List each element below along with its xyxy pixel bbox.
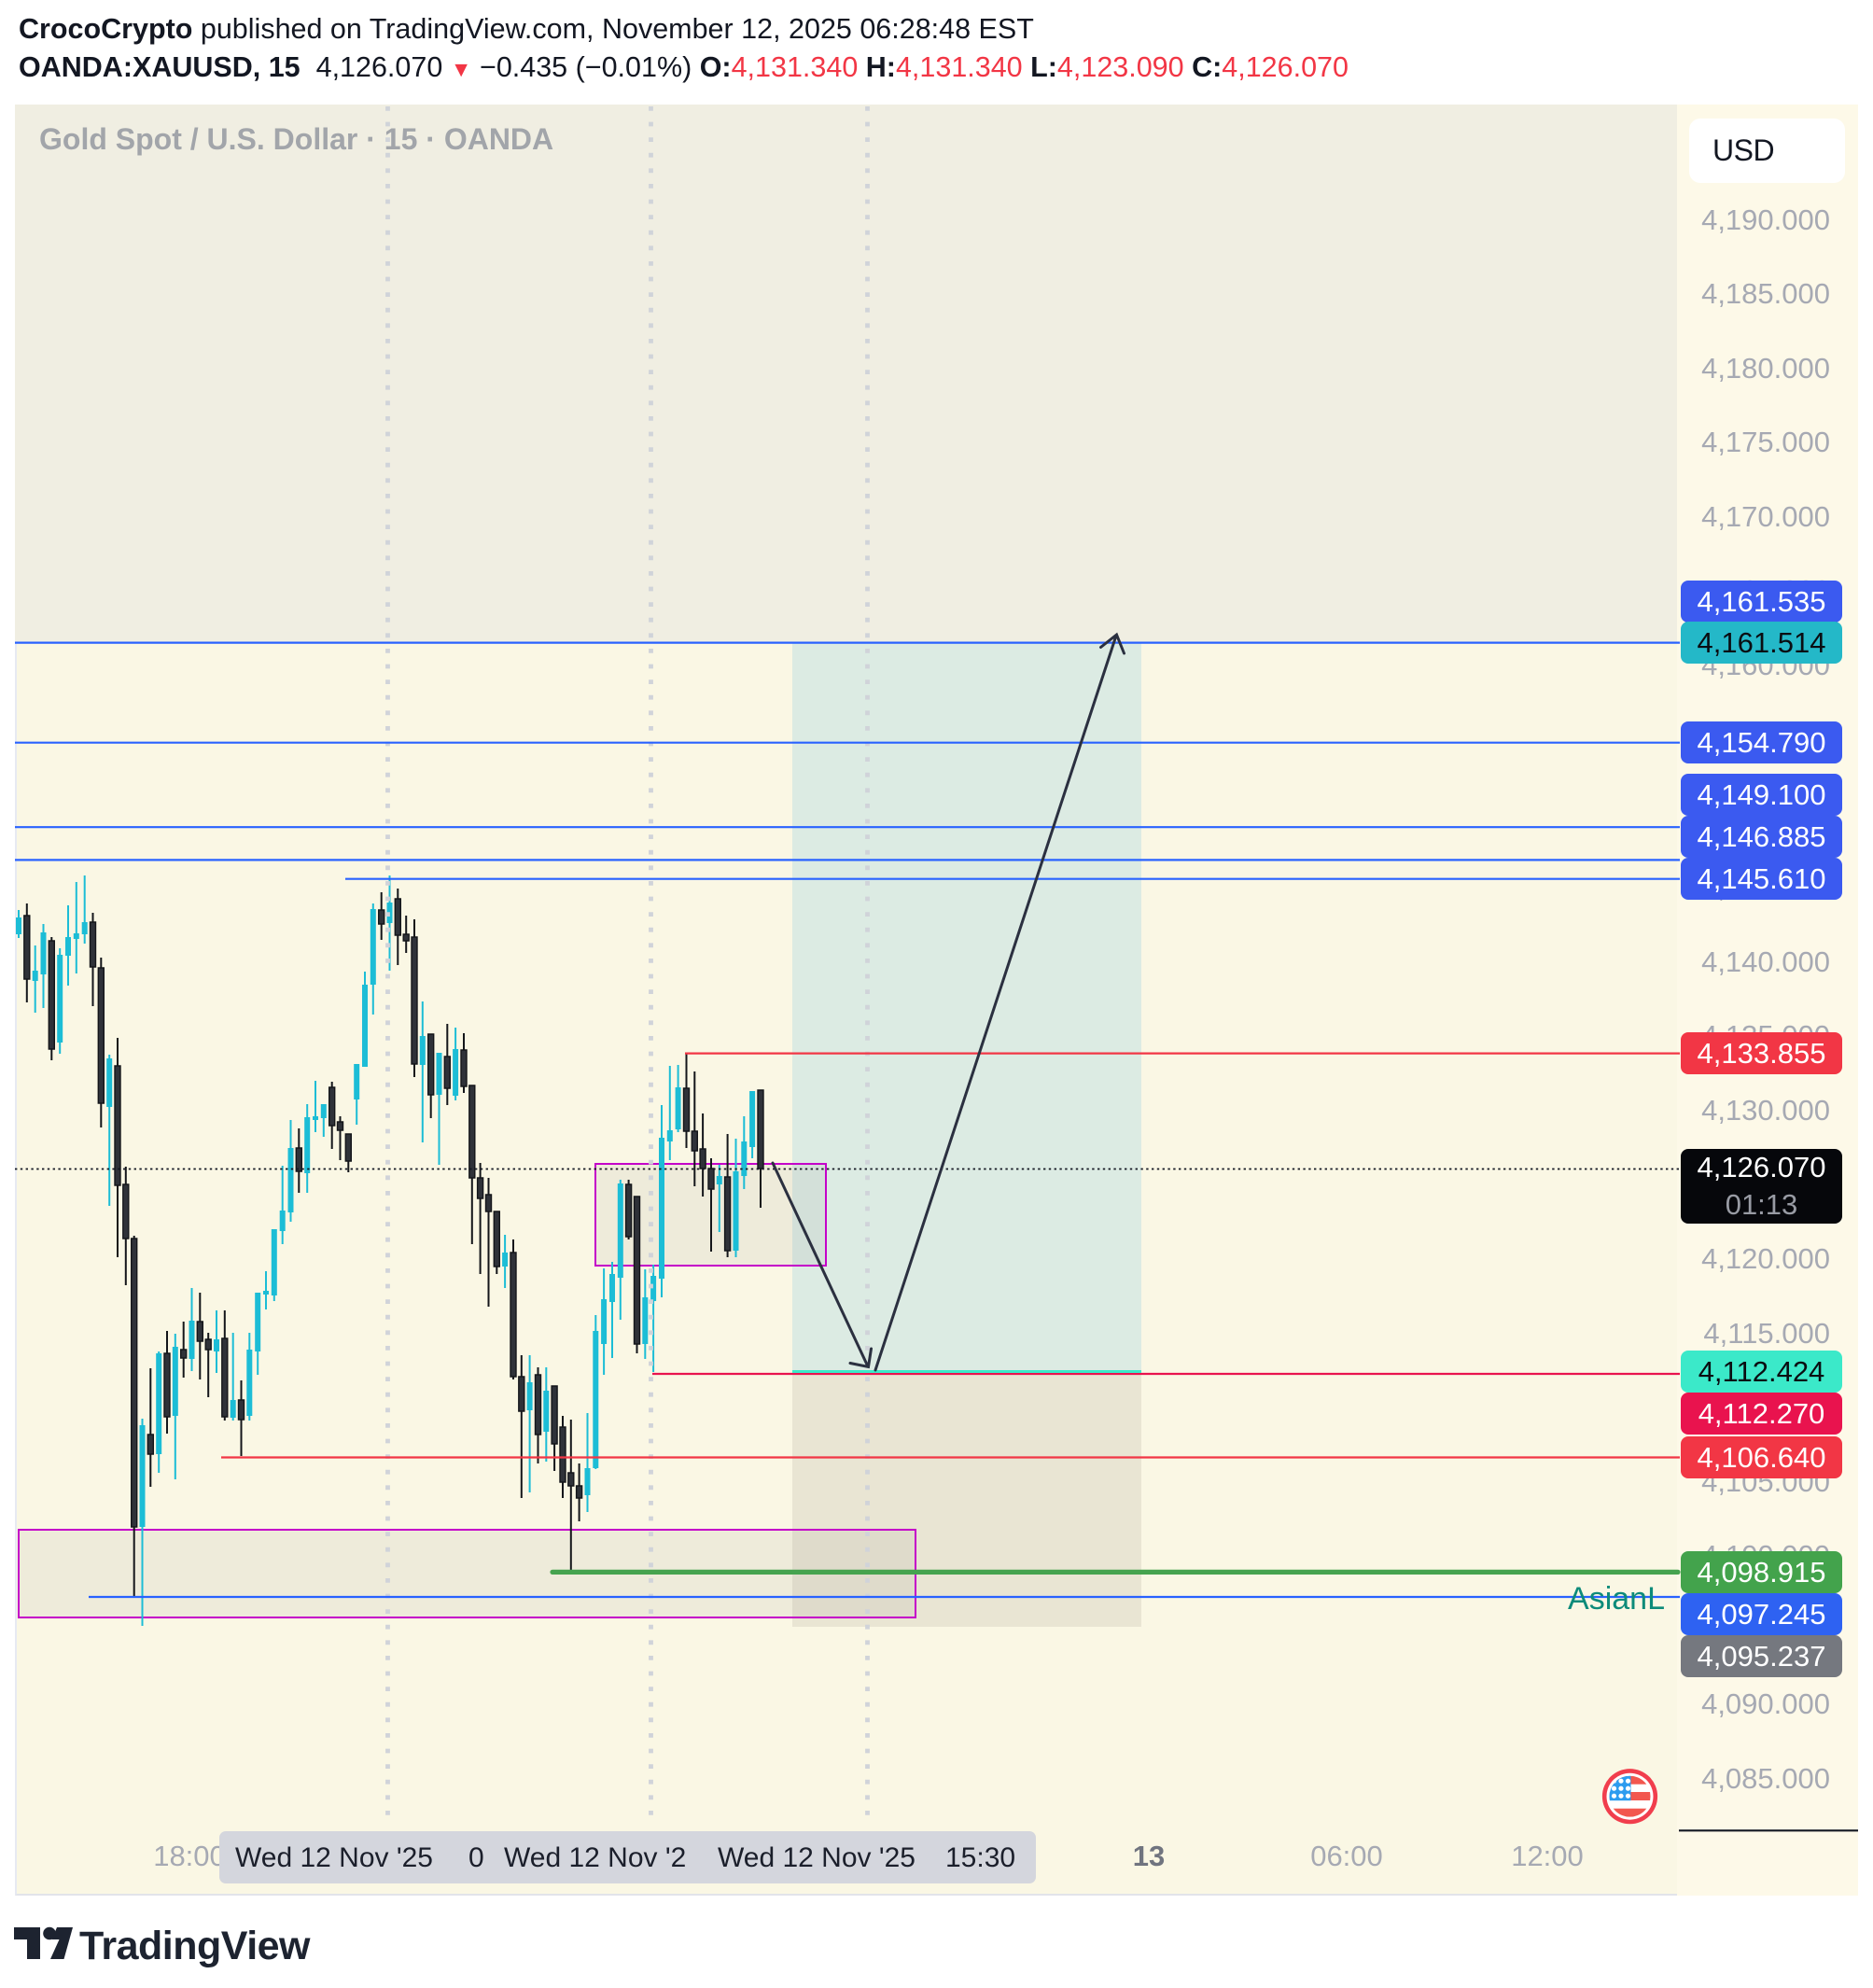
svg-text:TradingView: TradingView [79,1924,311,1968]
